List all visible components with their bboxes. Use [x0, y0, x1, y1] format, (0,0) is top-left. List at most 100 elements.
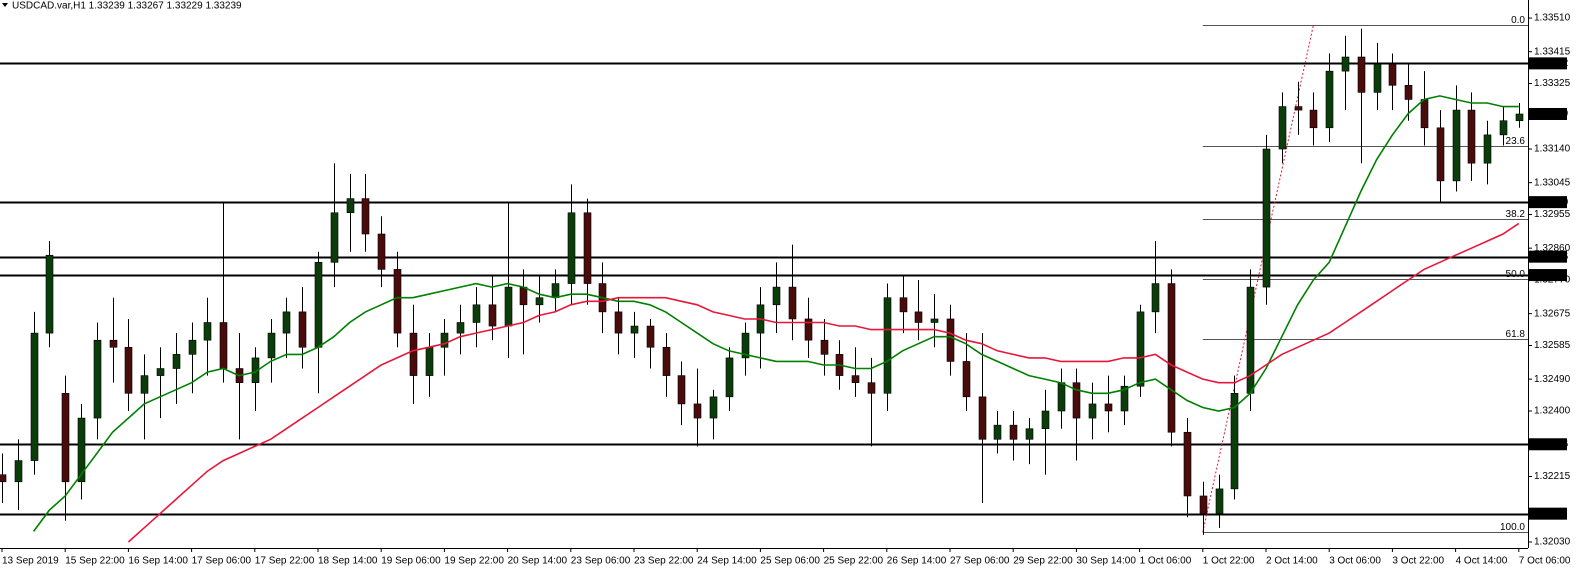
level-price-box	[1529, 196, 1567, 209]
candle-body	[124, 346, 133, 394]
candle-body	[883, 297, 892, 394]
level-price-box	[1529, 438, 1567, 451]
candle-body	[267, 332, 276, 359]
chart-title: USDCAD.var,H1 1.33239 1.33267 1.33229 1.…	[12, 1, 242, 12]
y-tick-label: 1.32675	[1534, 308, 1571, 319]
candle-body	[45, 254, 54, 334]
level-price-label: 1.33382	[1532, 58, 1569, 69]
candle-body	[1009, 424, 1018, 440]
candle-body	[1388, 63, 1397, 86]
candle-body	[1420, 99, 1429, 129]
candle-body	[788, 286, 797, 320]
moving-average	[127, 222, 1520, 543]
candle-body	[946, 318, 955, 362]
candle-body	[993, 424, 1002, 440]
y-tick-label: 1.32030	[1534, 537, 1571, 548]
x-tick-label: 23 Sep 06:00	[571, 556, 631, 567]
candle-body	[1452, 109, 1461, 182]
candle-body	[725, 357, 734, 398]
x-tick-label: 27 Sep 06:00	[950, 556, 1010, 567]
candle-body	[1278, 106, 1287, 150]
menu-triangle[interactable]	[2, 3, 8, 7]
candle-body	[1136, 311, 1145, 387]
candle-body	[1373, 63, 1382, 93]
x-tick-label: 4 Oct 14:00	[1456, 556, 1508, 567]
y-tick-label: 1.33140	[1534, 144, 1571, 155]
current-price-box	[1529, 107, 1567, 120]
fib-label: 0.0	[1511, 15, 1525, 26]
candle-body	[425, 346, 434, 376]
candle-body	[1262, 148, 1271, 288]
candle-body	[1183, 431, 1192, 497]
candle-body	[930, 318, 939, 323]
level-price-label: 1.32110	[1532, 508, 1568, 519]
candle-body	[1341, 56, 1350, 72]
candle-body	[583, 212, 592, 284]
candle-body	[1230, 392, 1239, 490]
fib-label: 100.0	[1500, 522, 1525, 533]
candle-body	[646, 325, 655, 348]
candle-body	[1436, 127, 1445, 182]
x-tick-label: 19 Sep 22:00	[444, 556, 504, 567]
candle-body	[203, 322, 212, 341]
fib-label: 61.8	[1506, 329, 1526, 340]
candle-body	[820, 339, 829, 355]
x-tick-label: 17 Sep 22:00	[255, 556, 315, 567]
x-tick-label: 24 Sep 14:00	[697, 556, 757, 567]
x-tick-label: 23 Sep 22:00	[634, 556, 694, 567]
candle-body	[377, 233, 386, 270]
candle-body	[346, 198, 355, 214]
candle-body	[978, 396, 987, 440]
candle-body	[504, 286, 513, 327]
level-price-box	[1529, 57, 1567, 70]
candle-body	[282, 311, 291, 334]
candle-body	[1057, 382, 1066, 412]
candle-body	[188, 339, 197, 355]
candle-body	[109, 339, 118, 348]
x-tick-label: 7 Oct 06:00	[1519, 556, 1571, 567]
y-tick-label: 1.32490	[1534, 374, 1571, 385]
candle-body	[361, 198, 370, 235]
y-tick-label: 1.32400	[1534, 406, 1571, 417]
level-price-label: 1.32990	[1532, 197, 1569, 208]
candle-body	[156, 368, 165, 376]
current-price-label: 1.33239	[1532, 109, 1569, 120]
candle-body	[140, 375, 149, 394]
candle-body	[251, 357, 260, 383]
x-tick-label: 18 Sep 14:00	[318, 556, 378, 567]
candle-body	[1041, 410, 1050, 430]
fib-label: 38.2	[1506, 209, 1526, 220]
candle-body	[709, 396, 718, 419]
x-tick-label: 29 Sep 22:00	[1013, 556, 1073, 567]
y-tick-label: 1.32585	[1534, 340, 1571, 351]
x-tick-label: 16 Sep 14:00	[128, 556, 188, 567]
candle-body	[1199, 495, 1208, 514]
candle-body	[30, 332, 39, 461]
candle-body	[1025, 428, 1034, 440]
x-tick-label: 20 Sep 14:00	[508, 556, 568, 567]
candle-body	[693, 403, 702, 419]
candle-body	[772, 286, 781, 306]
x-tick-label: 17 Sep 06:00	[192, 556, 252, 567]
candle-body	[1483, 134, 1492, 164]
candle-body	[1499, 120, 1508, 136]
candle-body	[0, 474, 7, 483]
candle-body	[488, 304, 497, 327]
candle-body	[614, 311, 623, 334]
candle-body	[219, 322, 228, 369]
x-tick-label: 2 Oct 14:00	[1266, 556, 1318, 567]
x-tick-label: 15 Sep 22:00	[65, 556, 125, 567]
candle-body	[1404, 85, 1413, 100]
candle-body	[93, 339, 102, 419]
candle-body	[1072, 382, 1081, 419]
x-tick-label: 25 Sep 06:00	[760, 556, 820, 567]
candle-body	[804, 318, 813, 341]
candle-body	[899, 297, 908, 313]
candle-body	[298, 311, 307, 348]
candle-body	[662, 346, 671, 376]
candle-body	[314, 262, 323, 348]
y-tick-label: 1.33045	[1534, 177, 1571, 188]
level-price-label: 1.32784	[1532, 270, 1569, 281]
y-tick-label: 1.32215	[1534, 471, 1571, 482]
